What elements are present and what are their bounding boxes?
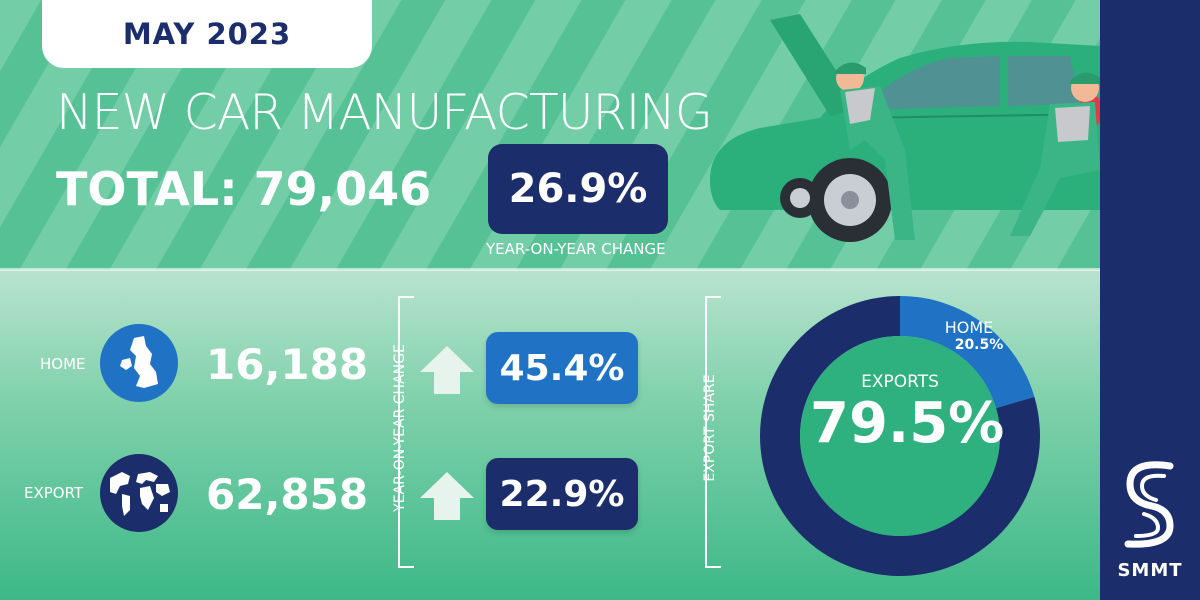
home-value: 16,188: [206, 340, 369, 389]
car-mechanics-illustration: [710, 14, 1100, 242]
total-value: 79,046: [253, 162, 432, 216]
brand-sidebar: SMMT: [1100, 0, 1200, 600]
brand-name: SMMT: [1117, 560, 1183, 581]
yoy-bracket: [398, 296, 414, 568]
section-divider: [0, 268, 1100, 271]
donut-slice-home: [900, 296, 1035, 409]
total-line: TOTAL: 79,046: [56, 162, 431, 216]
yoy-vertical-label: YEAR-ON-YEAR CHANGE: [392, 344, 408, 512]
donut-hole: [800, 336, 1000, 536]
arrow-up-icon: [420, 472, 474, 520]
uk-map-icon: [100, 324, 178, 402]
donut-home-label: HOME 20.5%: [924, 318, 1014, 353]
globe-icon: [100, 454, 178, 532]
donut-home-name: HOME: [944, 318, 994, 337]
yoy-change-box: 26.9%: [488, 144, 668, 234]
yoy-change-label: YEAR-ON-YEAR CHANGE: [486, 240, 666, 258]
export-change-box: 22.9%: [486, 458, 638, 530]
total-label: TOTAL:: [56, 162, 238, 216]
export-share-vertical-label: EXPORT SHARE: [702, 374, 718, 482]
export-share-donut: [760, 296, 1040, 576]
donut-exports-label: EXPORTS 79.5%: [810, 372, 1005, 456]
donut-exports-value: 79.5%: [810, 391, 1005, 456]
page-title: NEW CAR MANUFACTURING: [56, 84, 713, 141]
home-change-box: 45.4%: [486, 332, 638, 404]
export-value: 62,858: [206, 470, 369, 519]
donut-home-value: 20.5%: [954, 337, 1004, 353]
arrow-up-icon: [420, 346, 474, 394]
date-badge: MAY 2023: [42, 0, 372, 68]
donut-exports-name: EXPORTS: [861, 372, 939, 392]
row-label-home: HOME: [40, 355, 86, 373]
smmt-logo-icon: [1124, 461, 1174, 548]
export-share-bracket: [705, 296, 721, 568]
row-label-export: EXPORT: [24, 484, 84, 502]
